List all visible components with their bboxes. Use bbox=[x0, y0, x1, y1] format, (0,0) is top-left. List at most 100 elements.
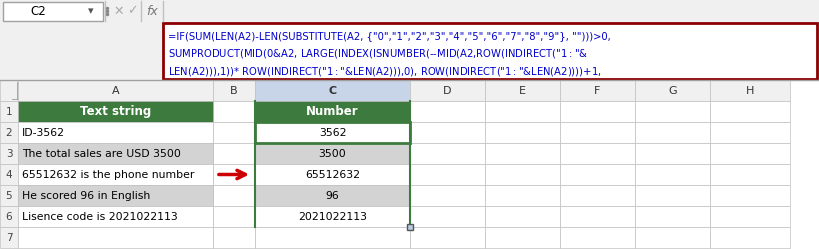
Bar bbox=[710, 143, 790, 164]
Bar bbox=[0, 227, 18, 248]
Bar bbox=[213, 206, 255, 227]
Bar bbox=[18, 101, 213, 122]
Bar bbox=[18, 143, 213, 164]
Bar bbox=[635, 143, 710, 164]
Bar bbox=[710, 101, 790, 122]
Bar bbox=[18, 101, 213, 122]
Bar bbox=[560, 227, 635, 248]
Bar bbox=[0, 80, 819, 249]
Bar bbox=[255, 122, 410, 143]
Bar bbox=[410, 206, 485, 227]
Bar bbox=[410, 164, 485, 185]
Text: 2: 2 bbox=[6, 127, 12, 137]
Bar bbox=[410, 80, 485, 101]
Bar bbox=[485, 227, 560, 248]
Bar bbox=[255, 101, 410, 122]
Text: 65512632 is the phone number: 65512632 is the phone number bbox=[22, 170, 194, 180]
Text: C2: C2 bbox=[30, 4, 46, 17]
Bar bbox=[213, 122, 255, 143]
Bar bbox=[213, 227, 255, 248]
Text: D: D bbox=[443, 85, 452, 96]
Text: He scored 96 in English: He scored 96 in English bbox=[22, 190, 150, 200]
Bar bbox=[213, 101, 255, 122]
Text: 1: 1 bbox=[6, 107, 12, 117]
Text: ▾: ▾ bbox=[88, 6, 94, 16]
Bar bbox=[485, 206, 560, 227]
Text: H: H bbox=[746, 85, 754, 96]
Text: =IF(SUM(LEN(A2)-LEN(SUBSTITUTE(A2, {"0","1","2","3","4","5","6","7","8","9"}, "": =IF(SUM(LEN(A2)-LEN(SUBSTITUTE(A2, {"0",… bbox=[168, 31, 611, 41]
Text: ✓: ✓ bbox=[127, 4, 138, 17]
Bar bbox=[560, 101, 635, 122]
Bar bbox=[18, 122, 213, 143]
Text: The total sales are USD 3500: The total sales are USD 3500 bbox=[22, 148, 181, 159]
Bar bbox=[0, 0, 819, 80]
Bar bbox=[255, 185, 410, 206]
Bar bbox=[0, 101, 18, 122]
Bar bbox=[255, 80, 410, 101]
Text: 5: 5 bbox=[6, 190, 12, 200]
Bar bbox=[18, 227, 213, 248]
Text: C: C bbox=[328, 85, 337, 96]
Text: 7: 7 bbox=[6, 233, 12, 243]
Bar bbox=[560, 185, 635, 206]
Text: 4: 4 bbox=[6, 170, 12, 180]
Bar bbox=[560, 122, 635, 143]
Bar bbox=[18, 185, 213, 206]
Text: Number: Number bbox=[306, 105, 359, 118]
Text: LEN(A2))),1))* ROW(INDIRECT("$1:$"&LEN(A2))),0), ROW(INDIRECT("$1:$"&LEN(A2))))+: LEN(A2))),1))* ROW(INDIRECT("$1:$"&LEN(A… bbox=[168, 65, 601, 78]
Bar bbox=[255, 122, 410, 143]
Bar bbox=[255, 164, 410, 185]
Bar bbox=[0, 122, 18, 143]
Bar bbox=[255, 206, 410, 227]
Bar bbox=[635, 206, 710, 227]
Bar bbox=[0, 185, 18, 206]
Text: G: G bbox=[668, 85, 676, 96]
Bar bbox=[18, 164, 213, 185]
Bar bbox=[410, 227, 485, 248]
Bar bbox=[410, 185, 485, 206]
Bar bbox=[485, 164, 560, 185]
Text: 3562: 3562 bbox=[319, 127, 346, 137]
Bar bbox=[255, 206, 410, 227]
Bar bbox=[255, 122, 410, 143]
Bar bbox=[255, 185, 410, 206]
Bar bbox=[710, 122, 790, 143]
Bar bbox=[635, 101, 710, 122]
Text: B: B bbox=[230, 85, 238, 96]
Text: Text string: Text string bbox=[80, 105, 152, 118]
Bar bbox=[213, 185, 255, 206]
Bar bbox=[255, 227, 410, 248]
Bar bbox=[710, 227, 790, 248]
Bar bbox=[560, 206, 635, 227]
Text: Lisence code is 2021022113: Lisence code is 2021022113 bbox=[22, 211, 178, 222]
Bar bbox=[18, 143, 213, 164]
Bar bbox=[710, 206, 790, 227]
Bar bbox=[0, 80, 18, 101]
Text: E: E bbox=[519, 85, 526, 96]
Bar bbox=[255, 164, 410, 185]
Text: A: A bbox=[111, 85, 120, 96]
Text: 3562: 3562 bbox=[319, 127, 346, 137]
Text: ID-3562: ID-3562 bbox=[22, 127, 65, 137]
Bar bbox=[560, 143, 635, 164]
Bar bbox=[407, 224, 413, 230]
Bar bbox=[635, 164, 710, 185]
Bar bbox=[213, 143, 255, 164]
Bar bbox=[255, 101, 410, 122]
Text: SUMPRODUCT(MID(0&A2, LARGE(INDEX(ISNUMBER(--MID(A2,ROW(INDIRECT("$1:$"&: SUMPRODUCT(MID(0&A2, LARGE(INDEX(ISNUMBE… bbox=[168, 47, 588, 60]
Bar bbox=[213, 164, 255, 185]
Bar bbox=[635, 80, 710, 101]
Bar bbox=[485, 143, 560, 164]
Bar bbox=[18, 206, 213, 227]
Text: 3: 3 bbox=[6, 148, 12, 159]
Text: 2021022113: 2021022113 bbox=[298, 211, 367, 222]
Bar bbox=[0, 143, 18, 164]
Bar bbox=[0, 164, 18, 185]
Bar bbox=[635, 122, 710, 143]
Bar bbox=[0, 206, 18, 227]
Bar bbox=[485, 80, 560, 101]
Bar bbox=[635, 185, 710, 206]
Bar bbox=[560, 164, 635, 185]
Bar bbox=[213, 80, 255, 101]
Bar bbox=[485, 101, 560, 122]
